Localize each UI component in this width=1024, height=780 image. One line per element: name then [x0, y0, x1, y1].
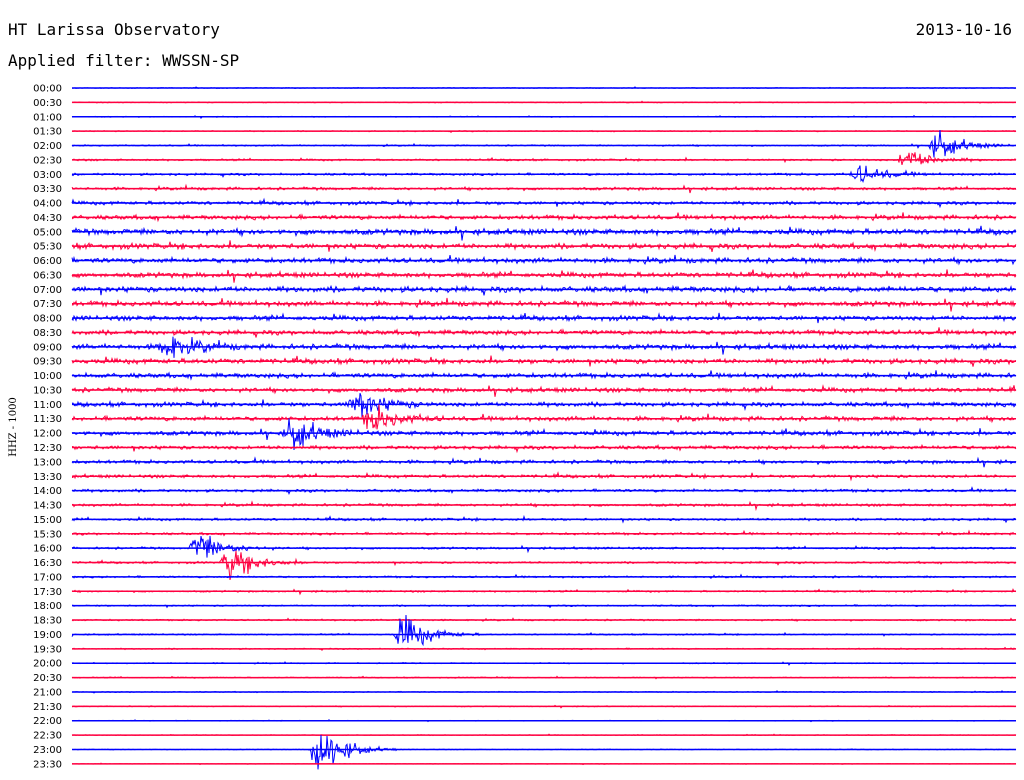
row-time-label: 11:30	[33, 414, 62, 425]
row-time-label: 18:00	[33, 601, 62, 612]
row-time-label: 02:00	[33, 141, 62, 152]
trace-row	[71, 297, 1017, 312]
row-time-label: 01:30	[33, 127, 62, 138]
row-time-label: 03:30	[33, 184, 62, 195]
row-time-label: 21:30	[33, 702, 62, 713]
filter-label: Applied filter: WWSSN-SP	[8, 51, 240, 70]
row-time-label: 10:30	[33, 385, 62, 396]
row-time-label: 08:30	[33, 328, 62, 339]
row-time-label: 00:00	[33, 84, 62, 95]
trace-row	[71, 393, 1017, 418]
row-time-label: 10:00	[33, 371, 62, 382]
row-time-label: 20:00	[33, 659, 62, 670]
row-time-label: 12:30	[33, 443, 62, 454]
trace-row	[71, 550, 1017, 580]
trace-row	[71, 225, 1017, 241]
trace-row	[71, 384, 1017, 397]
row-time-label: 05:00	[33, 227, 62, 238]
row-time-label: 07:00	[33, 285, 62, 296]
row-time-label: 21:00	[33, 687, 62, 698]
trace-group	[71, 86, 1017, 770]
observatory-title: HT Larissa Observatory	[8, 20, 220, 39]
row-time-label: 14:30	[33, 501, 62, 512]
row-time-label: 23:00	[33, 745, 62, 756]
row-time-label: 06:00	[33, 256, 62, 267]
row-time-label: 22:00	[33, 716, 62, 727]
trace-row	[71, 404, 1017, 430]
trace-row	[71, 418, 1017, 451]
row-time-label: 20:30	[33, 673, 62, 684]
row-time-label: 22:30	[33, 731, 62, 742]
row-time-label: 12:00	[33, 429, 62, 440]
trace-row	[71, 443, 1017, 454]
trace-row	[71, 152, 1017, 166]
record-date: 2013-10-16	[915, 20, 1012, 39]
row-time-label: 17:00	[33, 572, 62, 583]
row-time-label: 07:30	[33, 299, 62, 310]
row-time-label: 09:30	[33, 357, 62, 368]
row-time-label: 13:30	[33, 472, 62, 483]
row-time-label: 02:30	[33, 155, 62, 166]
row-time-label: 13:00	[33, 457, 62, 468]
row-time-label: 16:00	[33, 544, 62, 555]
time-labels: 00:00 00:30 01:00 01:30 02:00 02:30 03:00 03:30…	[33, 84, 62, 771]
row-time-label: 15:00	[33, 515, 62, 526]
trace-row	[71, 130, 1017, 158]
trace-row	[71, 212, 1017, 223]
trace-row	[71, 269, 1017, 283]
row-time-label: 00:30	[33, 98, 62, 109]
row-time-label: 16:30	[33, 558, 62, 569]
row-time-label: 23:30	[33, 759, 62, 770]
row-time-label: 04:00	[33, 199, 62, 210]
channel-label: HHZ - 1000	[8, 397, 19, 457]
row-time-label: 17:30	[33, 587, 62, 598]
row-time-label: 01:00	[33, 112, 62, 123]
row-time-label: 14:00	[33, 486, 62, 497]
row-time-label: 06:30	[33, 270, 62, 281]
trace-row	[71, 535, 1017, 558]
row-time-label: 19:00	[33, 630, 62, 641]
row-time-label: 05:30	[33, 242, 62, 253]
row-time-label: 15:30	[33, 529, 62, 540]
row-time-label: 04:30	[33, 213, 62, 224]
row-time-label: 09:00	[33, 342, 62, 353]
trace-row	[71, 370, 1017, 381]
row-time-label: 11:00	[33, 400, 62, 411]
row-time-label: 03:00	[33, 170, 62, 181]
row-time-label: 19:30	[33, 644, 62, 655]
row-time-label: 18:30	[33, 616, 62, 627]
trace-row	[71, 254, 1017, 266]
trace-row	[71, 284, 1017, 296]
row-time-label: 08:00	[33, 314, 62, 325]
